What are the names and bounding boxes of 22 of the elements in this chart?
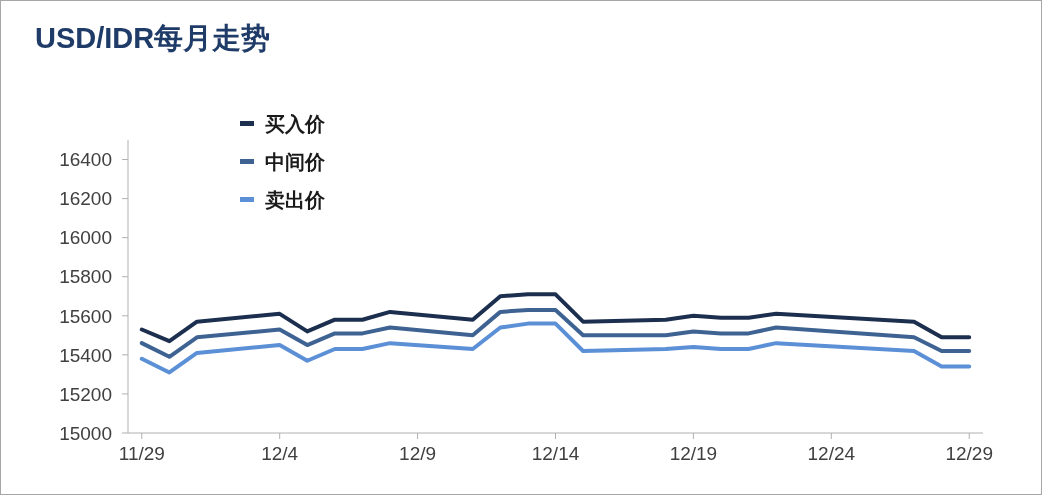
y-tick-label: 15000 (59, 422, 112, 444)
y-tick-label: 15200 (59, 383, 112, 405)
x-tick-label: 12/29 (945, 443, 993, 465)
y-tick-label: 16400 (59, 149, 112, 171)
line-series (139, 321, 972, 375)
x-tick-label: 12/9 (399, 443, 437, 465)
legend-label: 买入价 (265, 111, 325, 137)
line-series (139, 307, 972, 359)
x-tick-label: 12/14 (531, 443, 580, 465)
y-tick-label: 15800 (59, 266, 112, 288)
x-tick-label: 12/19 (669, 443, 718, 465)
y-tick-label: 16000 (59, 227, 112, 249)
x-tick-label: 12/24 (807, 443, 856, 465)
y-tick-label: 15400 (59, 344, 112, 366)
chart-title: USD/IDR每月走势 (35, 21, 271, 56)
line-series (139, 292, 972, 344)
x-tick-label: 12/4 (261, 443, 299, 465)
legend-label: 中间价 (265, 149, 325, 175)
y-tick-label: 16200 (59, 188, 112, 210)
y-tick-label: 15600 (59, 305, 112, 327)
x-tick-label: 11/29 (118, 443, 165, 465)
legend-label: 卖出价 (265, 187, 325, 213)
